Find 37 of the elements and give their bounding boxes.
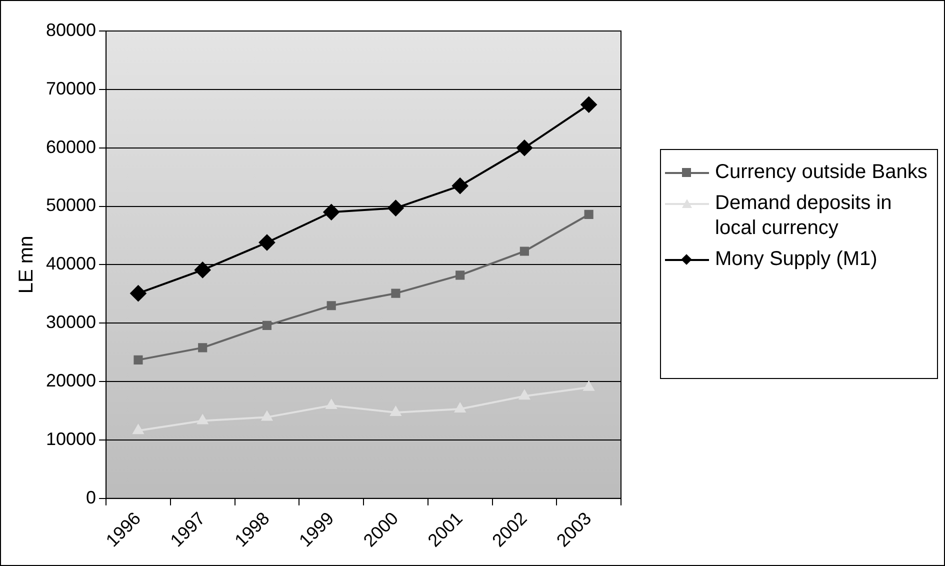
- point: [258, 234, 275, 251]
- point: [520, 246, 529, 256]
- legend-label: Demand deposits in local currency: [715, 191, 893, 241]
- y-tick-label: 10000: [46, 428, 96, 449]
- point: [323, 204, 340, 220]
- y-tick-label: 40000: [46, 254, 96, 274]
- y-tick-label: 0: [86, 487, 96, 508]
- point: [456, 270, 465, 280]
- point: [390, 406, 402, 416]
- point: [583, 381, 594, 391]
- legend-label: Mony Supply (M1): [715, 247, 878, 272]
- point: [516, 140, 532, 156]
- y-tick-label: 20000: [46, 370, 96, 391]
- point: [262, 320, 272, 330]
- y-tick-label: 80000: [46, 20, 96, 40]
- point: [197, 414, 208, 424]
- point: [134, 355, 143, 364]
- point: [326, 301, 336, 310]
- y-tick-label: 30000: [46, 312, 96, 332]
- y-axis-title: LE mn: [16, 236, 38, 294]
- point: [326, 400, 337, 410]
- point: [391, 288, 400, 298]
- y-tick-label: 50000: [46, 195, 96, 216]
- point: [388, 200, 404, 216]
- point: [194, 262, 211, 278]
- point: [262, 411, 272, 421]
- point: [584, 210, 594, 219]
- point: [519, 390, 530, 400]
- y-tick-label: 60000: [46, 136, 96, 157]
- point: [132, 424, 144, 434]
- point: [452, 178, 468, 194]
- point: [580, 96, 597, 113]
- point: [130, 285, 146, 302]
- point: [198, 343, 208, 352]
- y-tick-label: 70000: [46, 78, 96, 98]
- legend-label: Currency outside Banks: [715, 160, 928, 185]
- point: [454, 403, 466, 413]
